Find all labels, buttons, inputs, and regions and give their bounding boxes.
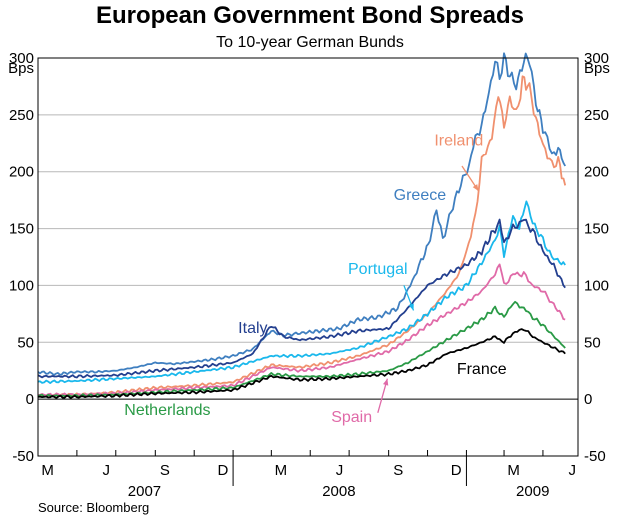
year-label: 2007 — [128, 483, 161, 500]
series-line-netherlands — [37, 300, 566, 398]
chart-source: Source: Bloomberg — [38, 500, 150, 515]
series-label-netherlands: Netherlands — [124, 402, 210, 419]
y-tick-label-left: 100 — [9, 277, 34, 294]
x-tick-label: D — [451, 462, 462, 479]
series-line-france — [37, 328, 566, 400]
y-unit-left: Bps — [8, 60, 34, 77]
y-tick-label-right: -50 — [584, 448, 606, 465]
y-tick-label-right: 200 — [584, 164, 609, 181]
series-label-france: France — [457, 361, 507, 378]
y-tick-label-left: -50 — [12, 448, 34, 465]
x-tick-label: M — [507, 462, 520, 479]
year-label: 2009 — [516, 483, 549, 500]
y-tick-label-right: 0 — [584, 391, 592, 408]
plot-frame — [37, 57, 579, 457]
series-lines — [37, 52, 567, 400]
x-tick-label: J — [336, 462, 344, 479]
series-label-italy: Italy — [238, 320, 267, 337]
chart-subtitle: To 10-year German Bunds — [216, 34, 404, 51]
x-tick-label: S — [393, 462, 403, 479]
y-tick-label-left: 50 — [17, 334, 34, 351]
y-tick-label-left: 200 — [9, 164, 34, 181]
chart-title: European Government Bond Spreads — [95, 2, 525, 29]
label-arrows — [377, 165, 480, 413]
arrow-portugal-head — [408, 303, 414, 311]
series-label-greece: Greece — [394, 187, 447, 204]
x-tick-label: S — [160, 462, 170, 479]
y-tick-label-right: 150 — [584, 221, 609, 238]
series-line-greece — [37, 52, 566, 376]
arrow-ireland-head — [472, 184, 479, 192]
y-unit-right: Bps — [584, 60, 610, 77]
arrow-spain-head — [383, 378, 389, 386]
axis-labels: -50 -50 0 0 50 50 100 100 150 150 200 200 250 250 300 3… — [8, 50, 610, 500]
y-tick-label-left: 300 — [9, 50, 34, 67]
y-tick-label-right: 250 — [584, 107, 609, 124]
x-tick-label: J — [102, 462, 110, 479]
series-line-spain — [37, 263, 566, 397]
x-tick-label: D — [217, 462, 228, 479]
y-tick-label-left: 150 — [9, 221, 34, 238]
y-tick-label-left: 250 — [9, 107, 34, 124]
series-labels: Greece Ireland Portugal Italy Spain Netherlan… — [124, 133, 506, 426]
y-tick-label-right: 50 — [584, 334, 601, 351]
series-label-portugal: Portugal — [348, 261, 408, 278]
series-label-spain: Spain — [331, 409, 372, 426]
series-label-ireland: Ireland — [434, 133, 483, 150]
series-line-italy — [37, 218, 566, 379]
x-tick-label: J — [569, 462, 577, 479]
gridlines — [38, 114, 578, 486]
series-line-portugal — [37, 200, 566, 385]
x-tick-label: M — [275, 462, 288, 479]
y-tick-label-left: 0 — [26, 391, 34, 408]
year-label: 2008 — [322, 483, 355, 500]
x-tick-label: M — [41, 462, 54, 479]
y-tick-label-right: 100 — [584, 277, 609, 294]
series-line-ireland — [37, 75, 567, 398]
y-tick-label-right: 300 — [584, 50, 609, 67]
